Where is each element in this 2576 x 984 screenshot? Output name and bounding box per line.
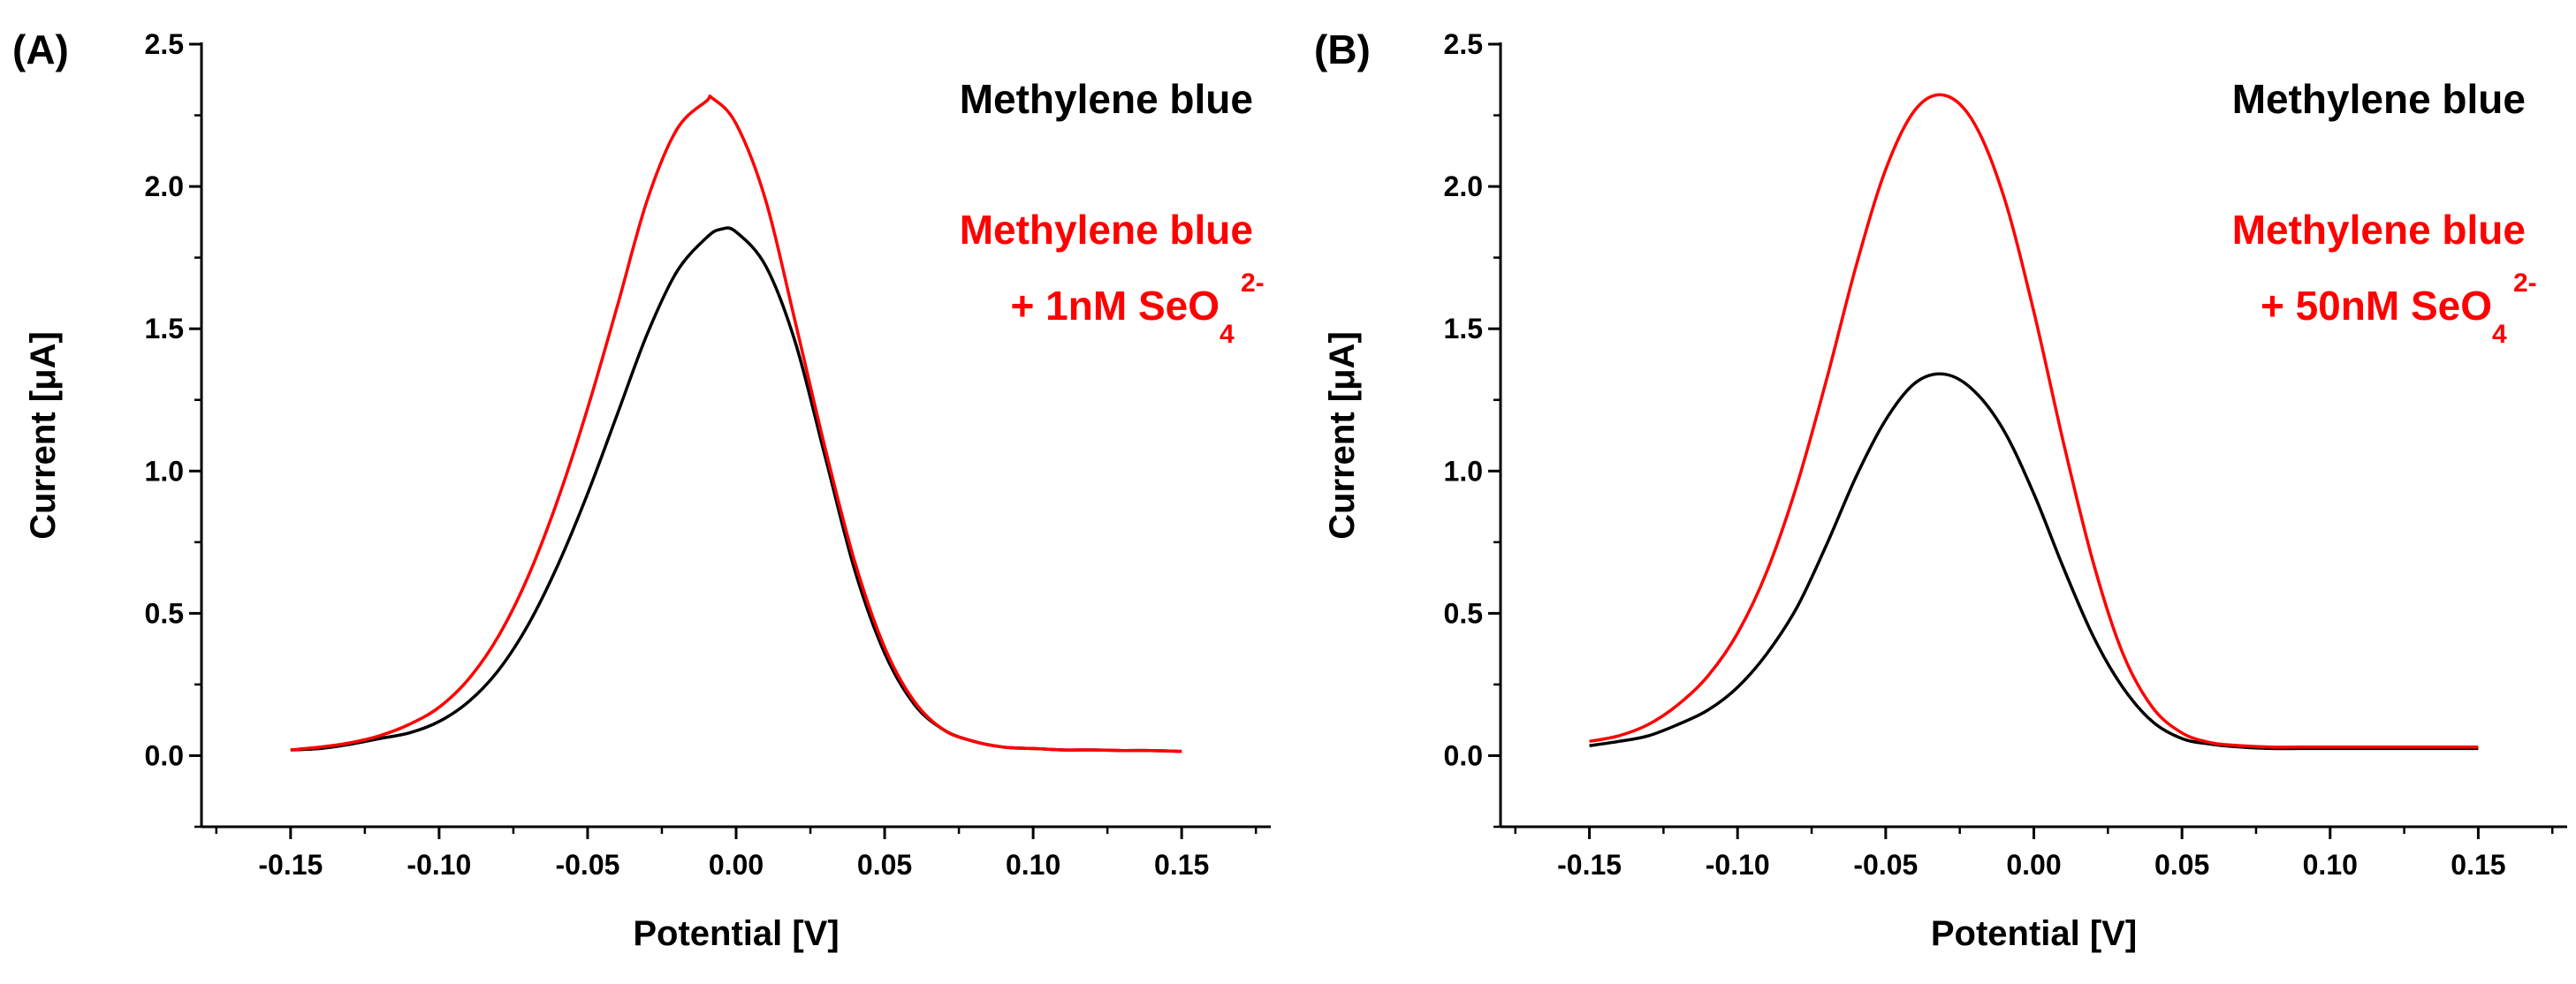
legend-entry-1: Methylene blue — [2232, 76, 2526, 122]
legend-entry-1: Methylene blue — [960, 76, 1253, 122]
y-tick-label: 1.5 — [1444, 313, 1483, 344]
y-tick-label: 1.5 — [145, 313, 184, 344]
x-tick-label: 0.10 — [1006, 849, 1060, 881]
x-tick-label: 0.15 — [2451, 849, 2505, 881]
y-axis-title: Current [μA] — [24, 331, 63, 540]
legend-subscript: 4 — [1220, 320, 1235, 349]
series-line-black — [1589, 372, 2479, 751]
series-line-red — [290, 95, 1182, 753]
x-tick-label: -0.10 — [1706, 849, 1770, 881]
x-tick-label: -0.15 — [258, 849, 323, 881]
legend-subscript: 4 — [2492, 320, 2507, 349]
x-axis-title: Potential [V] — [633, 914, 839, 953]
y-tick-label: 2.5 — [145, 28, 184, 60]
x-tick-label: 0.00 — [2006, 849, 2061, 881]
y-axis-title: Current [μA] — [1323, 331, 1362, 540]
y-tick-label: 1.0 — [1444, 455, 1483, 487]
legend-entry-2-line1: Methylene blue — [2232, 207, 2526, 253]
panel-label: (B) — [1314, 26, 1371, 72]
x-tick-label: 0.10 — [2303, 849, 2358, 881]
x-tick-label: -0.05 — [555, 849, 619, 881]
x-tick-label: -0.05 — [1853, 849, 1918, 881]
panel-label: (A) — [12, 26, 69, 72]
x-tick-label: 0.00 — [709, 849, 764, 881]
x-tick-label: 0.05 — [857, 849, 912, 881]
y-tick-label: 0.5 — [1444, 597, 1483, 629]
y-tick-label: 0.0 — [1444, 739, 1483, 771]
series-line-red — [1589, 93, 2479, 749]
x-tick-label: -0.15 — [1557, 849, 1622, 881]
x-tick-label: 0.15 — [1154, 849, 1209, 881]
y-tick-label: 1.0 — [145, 455, 184, 487]
x-tick-label: -0.10 — [407, 849, 471, 881]
y-tick-label: 0.5 — [145, 597, 184, 629]
legend-entry-2-line2: + 50nM SeO — [2261, 283, 2492, 329]
chart-panel-a: 0.0 0.5 1.0 1.5 2.0 2.5 -0.15 -0.10 -0.05 0.00 0.0… — [12, 26, 1271, 953]
chart-panel-b: 0.0 0.5 1.0 1.5 2.0 2.5 -0.15 -0.10 -0.05 0.00 0.0… — [1314, 26, 2567, 953]
y-tick-label: 2.5 — [1444, 28, 1483, 60]
x-tick-label: 0.05 — [2154, 849, 2209, 881]
y-tick-label: 2.0 — [145, 170, 184, 202]
legend-superscript: 2- — [2513, 269, 2537, 298]
x-axis-title: Potential [V] — [1931, 914, 2137, 953]
y-tick-label: 2.0 — [1444, 170, 1483, 202]
legend-entry-2-line1: Methylene blue — [960, 207, 1253, 253]
y-tick-label: 0.0 — [145, 739, 184, 771]
legend-superscript: 2- — [1241, 269, 1265, 298]
legend-entry-2-line2: + 1nM SeO — [1011, 283, 1220, 329]
